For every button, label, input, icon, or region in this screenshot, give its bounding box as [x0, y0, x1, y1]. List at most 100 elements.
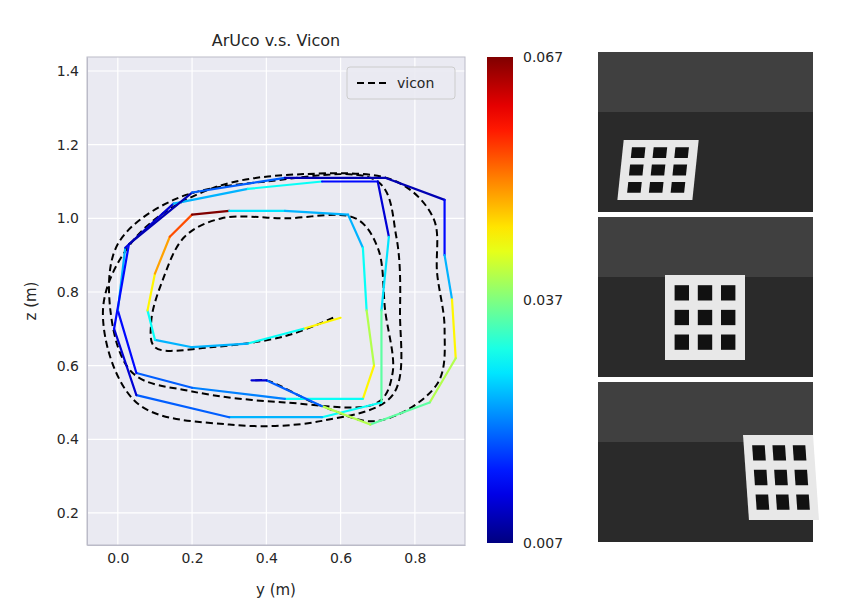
marker — [776, 495, 790, 510]
y-axis-title: z (m) — [22, 282, 40, 321]
plot-marks — [103, 173, 456, 426]
grid — [87, 57, 465, 545]
trajectory-segment — [136, 373, 192, 388]
trajectory-segment — [445, 255, 452, 299]
marker — [793, 445, 807, 460]
y-tick: 0.2 — [57, 505, 87, 521]
x-tick-label: 0.4 — [256, 550, 278, 566]
trajectory-segment — [363, 366, 374, 399]
camera-image — [598, 52, 813, 212]
y-tick: 0.4 — [57, 431, 87, 447]
camera-image — [598, 382, 819, 542]
trajectory-segment — [430, 358, 456, 402]
x-grid-line — [414, 57, 415, 545]
trajectory-segment — [148, 274, 155, 311]
image-background — [598, 217, 813, 377]
x-axis-title: y (m) — [256, 581, 296, 599]
trajectory-segment — [174, 189, 248, 204]
legend-label: vicon — [397, 75, 434, 91]
image-background — [598, 52, 813, 212]
marker — [651, 165, 666, 176]
x-tick-label: 0.0 — [107, 550, 129, 566]
image-glow — [598, 52, 813, 112]
plot-background — [87, 57, 465, 545]
chart: 0.00.20.40.60.80.20.40.60.81.01.21.4vico… — [0, 0, 853, 616]
marker — [675, 285, 689, 300]
trajectory-segment — [118, 310, 137, 373]
x-grid-line — [266, 57, 267, 545]
colorbar-tick-label: 0.067 — [523, 49, 563, 65]
marker-board — [665, 275, 745, 360]
camera-image — [598, 217, 813, 377]
y-grid-line — [87, 365, 465, 366]
marker — [672, 165, 687, 176]
y-tick-label: 1.2 — [57, 137, 79, 153]
x-tick: 0.0 — [107, 545, 129, 566]
x-tick: 0.6 — [330, 545, 352, 566]
marker — [774, 470, 788, 485]
marker — [674, 147, 689, 158]
marker — [754, 470, 768, 485]
trajectory-segment — [129, 193, 192, 245]
trajectory-segment — [192, 388, 285, 399]
marker — [756, 495, 770, 510]
trajectory-segment — [192, 211, 229, 215]
trajectory-segment — [322, 180, 378, 182]
y-grid-line — [87, 291, 465, 292]
trajectory-segment — [348, 215, 363, 248]
y-grid-line — [87, 144, 465, 145]
marker — [698, 285, 712, 300]
trajectory-segment — [266, 380, 322, 406]
marker-board — [743, 435, 819, 520]
trajectory-segment — [285, 211, 348, 215]
chart-title: ArUco v.s. Vicon — [212, 31, 341, 50]
colorbar — [487, 57, 513, 543]
marker — [794, 470, 808, 485]
trajectory-segment — [192, 344, 248, 348]
marker — [772, 445, 786, 460]
marker-board — [617, 140, 698, 200]
y-tick: 1.0 — [57, 210, 87, 226]
trajectory-segment — [370, 402, 429, 424]
trajectory-segment — [170, 215, 192, 237]
trajectory-segment — [385, 178, 444, 200]
y-tick-label: 0.6 — [57, 358, 79, 374]
y-grid-line — [87, 512, 465, 513]
marker — [631, 147, 646, 158]
image-glow — [598, 217, 813, 277]
trajectory-segment — [381, 237, 388, 311]
legend: vicon — [347, 67, 455, 99]
trajectory-segment — [155, 340, 192, 347]
colorbar-tick-label: 0.007 — [523, 535, 563, 551]
trajectory-segment — [229, 210, 285, 212]
x-axis: 0.00.20.40.60.8 — [88, 545, 466, 566]
y-grid-line — [87, 439, 465, 440]
marker — [627, 182, 642, 193]
trajectory-segment — [136, 395, 229, 417]
y-tick-label: 1.4 — [57, 63, 79, 79]
trajectory-segment — [251, 379, 266, 381]
colorbar-axis-line — [513, 58, 514, 544]
trajectory-segment — [192, 178, 285, 193]
legend-box — [347, 67, 455, 99]
y-tick: 0.6 — [57, 358, 87, 374]
marker — [796, 495, 810, 510]
y-tick-label: 0.2 — [57, 505, 79, 521]
colorbar-tick: 0.007 — [513, 535, 563, 551]
trajectory-segment — [378, 181, 389, 236]
marker — [752, 445, 766, 460]
x-tick-label: 0.6 — [330, 550, 352, 566]
marker — [721, 285, 735, 300]
marker — [629, 165, 644, 176]
colorbar-axis: 0.007 0.037 0.067 — [513, 49, 563, 551]
trajectory-segment — [380, 310, 382, 402]
marker — [653, 147, 668, 158]
x-grid-line — [191, 57, 192, 545]
colorbar-tick-label: 0.037 — [523, 292, 563, 308]
marker — [721, 310, 735, 325]
colorbar-tick: 0.037 — [513, 292, 563, 308]
y-axis: 0.20.40.60.81.01.21.4 — [57, 58, 88, 546]
colorbar-tick: 0.067 — [513, 49, 563, 65]
trajectory-segment — [248, 329, 304, 344]
legend-swatch — [357, 82, 387, 84]
